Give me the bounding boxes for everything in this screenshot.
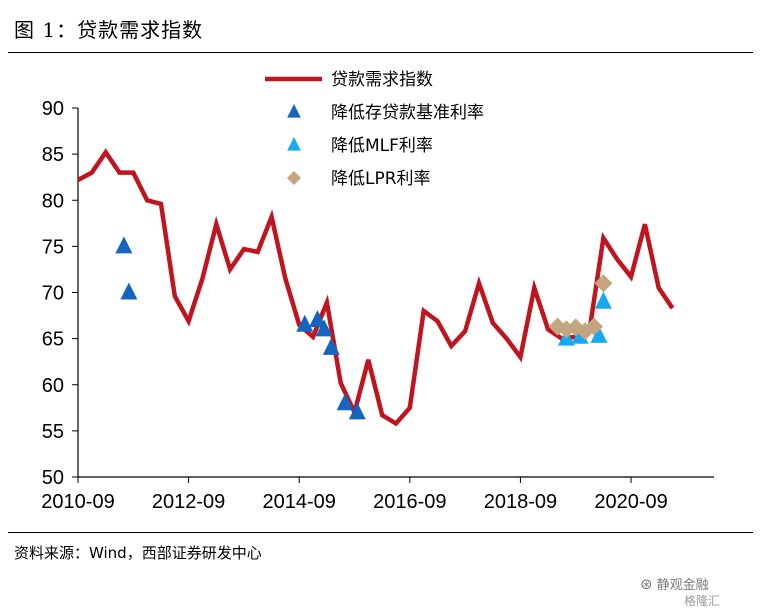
series-loan-demand	[76, 148, 675, 427]
watermark: ⊛ 静观金融 格隆汇	[640, 574, 720, 608]
mlf-cut-marker	[590, 325, 608, 343]
legend-rrr-swatch	[287, 104, 301, 118]
watermark-text: 静观金融	[656, 578, 709, 593]
rrr-cut-marker	[315, 319, 333, 337]
figure-title: 图 1：贷款需求指数	[14, 18, 204, 42]
y-tick-label: 85	[42, 144, 64, 166]
rrr-cut-marker	[308, 310, 326, 328]
y-tick-label: 75	[42, 236, 64, 258]
legend-label-mlf: 降低MLF利率	[331, 136, 433, 156]
x-tick-label: 2018-09	[484, 491, 557, 513]
y-tick-label: 65	[42, 329, 64, 351]
mlf-cut-marker	[594, 291, 612, 309]
wechat-icon: ⊛	[640, 575, 653, 593]
lpr-cut-marker	[594, 274, 613, 293]
y-tick-label: 90	[42, 98, 64, 120]
bottom-rule	[8, 532, 753, 533]
markers	[115, 104, 613, 420]
rrr-cut-marker	[336, 393, 354, 411]
y-tick-label: 50	[42, 467, 64, 489]
y-tick-label: 70	[42, 283, 64, 305]
x-tick-label: 2010-09	[41, 491, 114, 513]
rrr-cut-marker	[348, 402, 366, 420]
loan-demand-chart: 50 55 60 65 70 75 80 85 90 2010-09 2012-09 2014-09 2…	[41, 70, 714, 513]
loan-demand-line	[76, 148, 675, 427]
x-tick-label: 2020-09	[594, 491, 667, 513]
x-tick-label: 2014-09	[263, 491, 336, 513]
legend-label-lpr: 降低LPR利率	[331, 169, 431, 189]
legend-lpr-swatch	[287, 171, 301, 185]
y-tick-label: 80	[42, 190, 64, 212]
legend-label-line: 贷款需求指数	[331, 70, 433, 90]
y-tick-label: 60	[42, 375, 64, 397]
top-rule	[8, 52, 753, 53]
rrr-cut-marker	[120, 282, 138, 300]
rrr-cut-marker	[115, 236, 133, 254]
mlf-cut-marker	[571, 326, 589, 344]
y-tick-label: 55	[42, 421, 64, 443]
legend-label-rrr: 降低存贷款基准利率	[331, 103, 484, 123]
x-tick-label: 2016-09	[373, 491, 446, 513]
lpr-cut-marker	[584, 317, 603, 336]
rrr-cut-marker	[322, 337, 340, 355]
rrr-cut-marker	[296, 314, 314, 332]
axes: 50 55 60 65 70 75 80 85 90 2010-09 2012-09 2014-09 2…	[41, 98, 714, 513]
source-note: 资料来源：Wind，西部证券研发中心	[14, 544, 262, 562]
x-tick-label: 2012-09	[152, 491, 225, 513]
legend-mlf-swatch	[287, 137, 301, 151]
watermark-sub: 格隆汇	[684, 594, 721, 608]
